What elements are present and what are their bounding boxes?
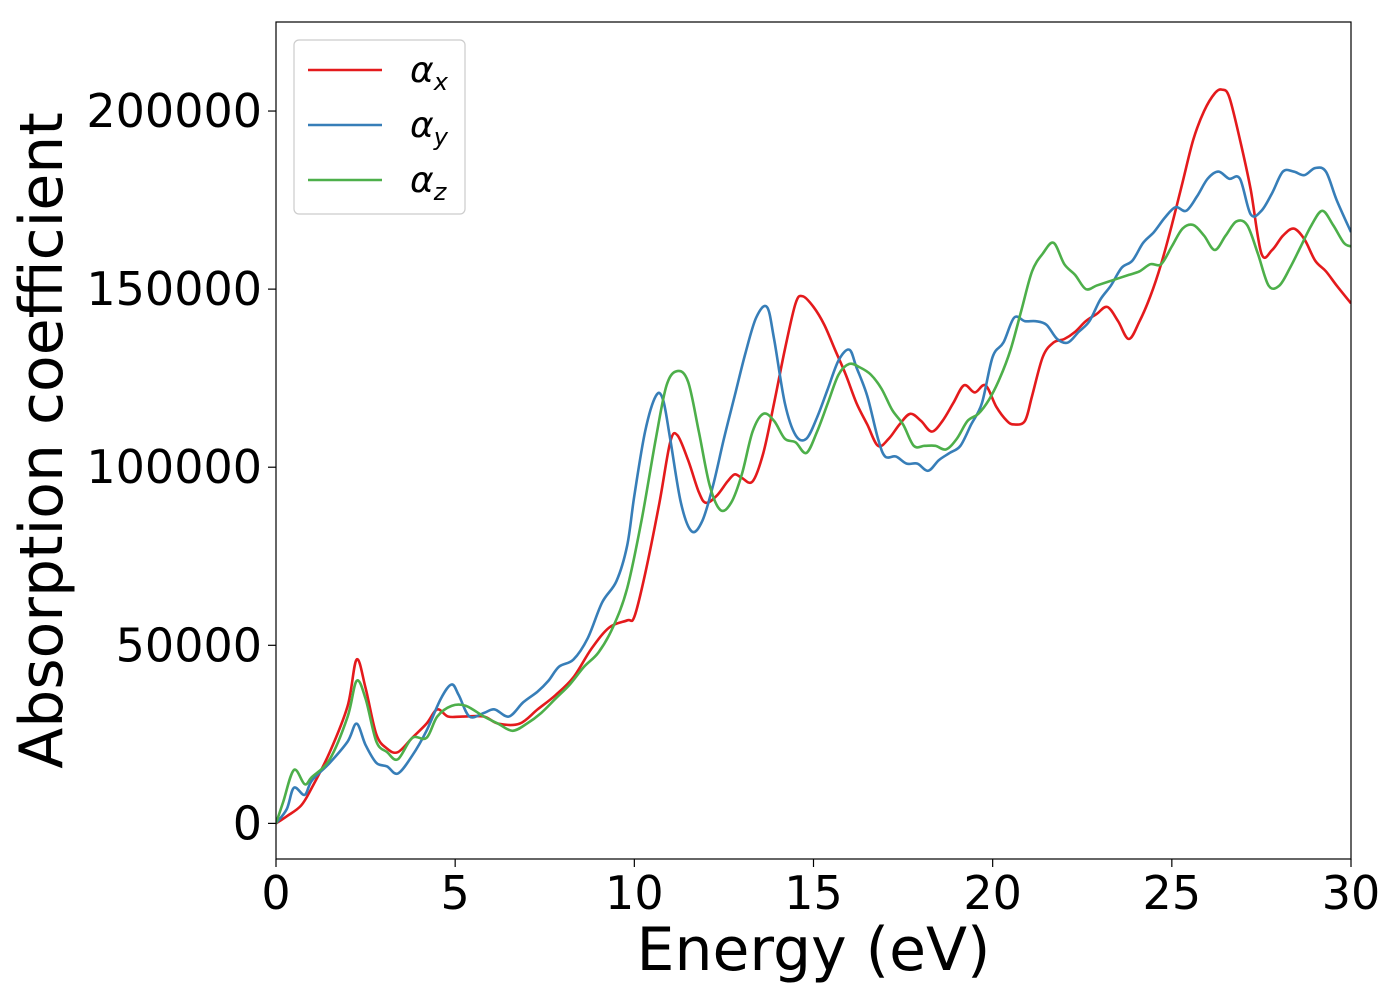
x-tick-label: 30: [1322, 866, 1381, 920]
x-tick-label: 15: [784, 866, 843, 920]
x-axis-title: Energy (eV): [637, 915, 991, 985]
series-layer: [276, 88, 1351, 825]
y-tick-label: 0: [233, 796, 262, 850]
series-line-alpha-y: [276, 166, 1351, 825]
x-tick-label: 0: [261, 866, 290, 920]
x-tick-label: 20: [963, 866, 1022, 920]
y-tick-label: 100000: [86, 440, 262, 494]
series-line-alpha-z: [276, 209, 1351, 824]
x-tick-label: 10: [605, 866, 664, 920]
y-tick-label: 150000: [86, 262, 262, 316]
y-axis-title: Absorption coefficient: [7, 112, 77, 769]
legend-box: [293, 39, 466, 215]
y-tick-label: 200000: [86, 84, 262, 138]
x-tick-label: 25: [1143, 866, 1202, 920]
legend-label-x: αx: [410, 50, 449, 96]
y-tick-label: 50000: [116, 618, 262, 672]
ticks-layer: 0 5 10 15 20 25 30 0 50000 100000 150000 200000: [86, 84, 1380, 920]
x-tick-label: 5: [441, 866, 470, 920]
